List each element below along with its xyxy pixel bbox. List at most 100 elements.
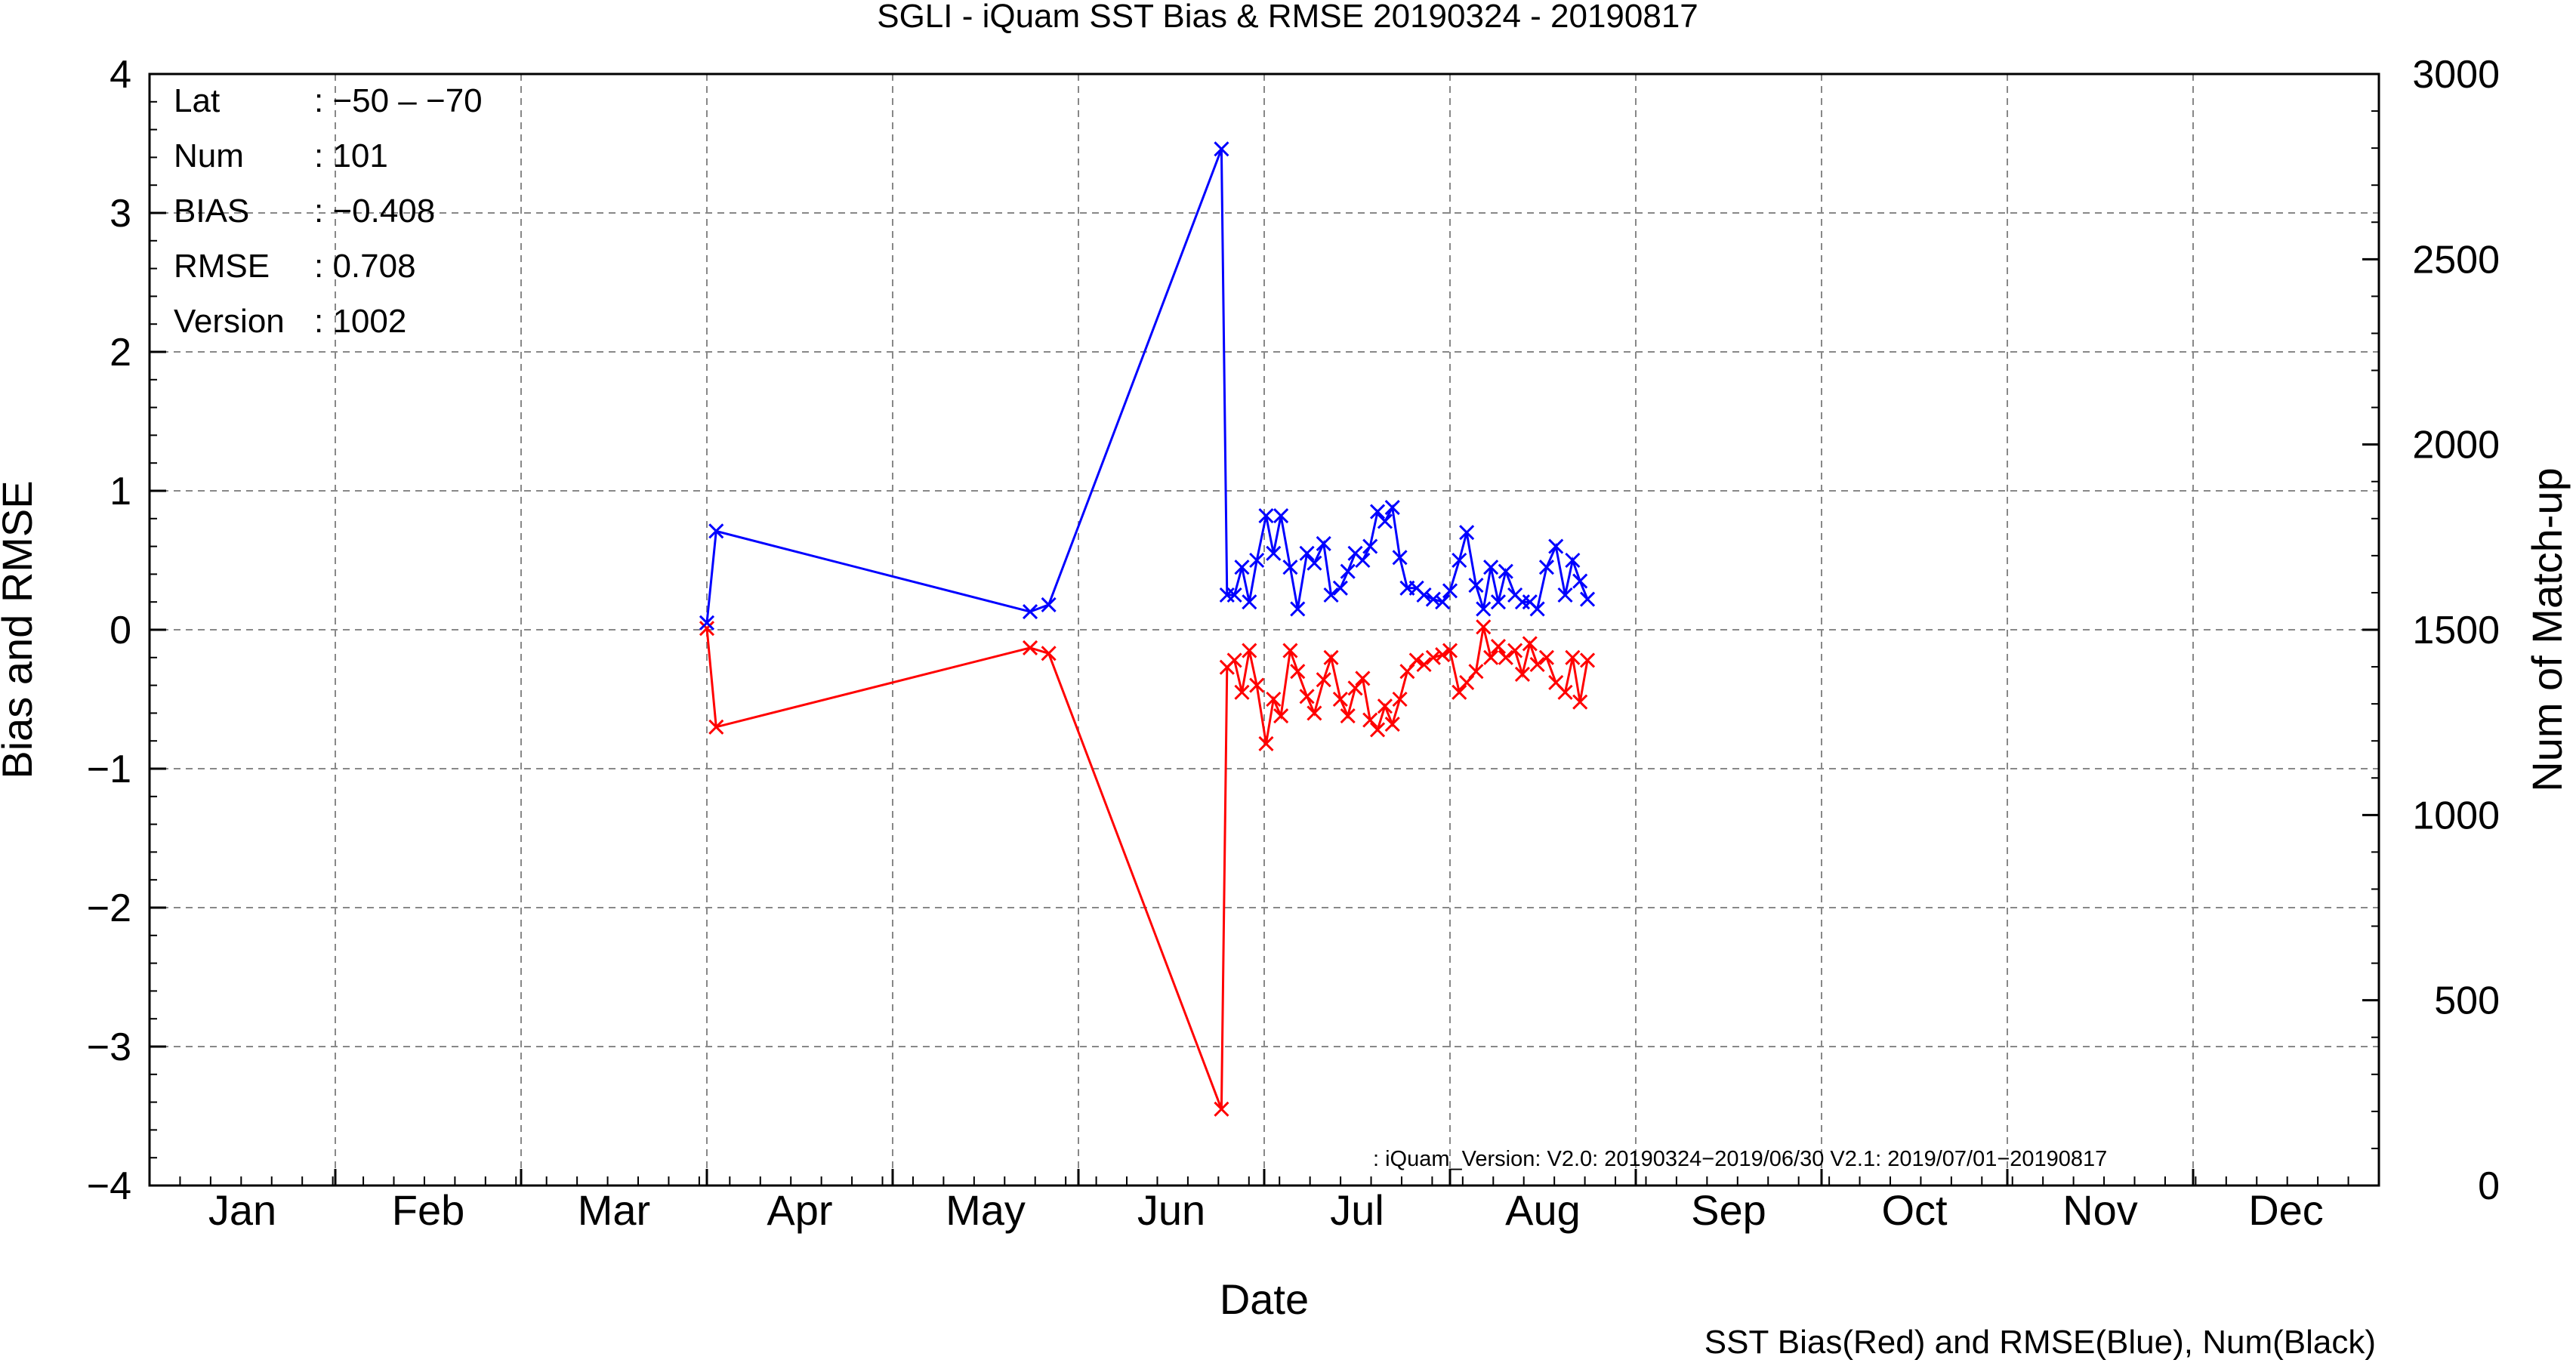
footer-legend-text: SST Bias(Red) and RMSE(Blue), Num(Black) (1704, 1324, 2376, 1361)
data-point-marker (1416, 656, 1432, 673)
data-point-marker (1468, 664, 1484, 680)
y-tick-label: −1 (87, 748, 131, 791)
info-value-lat: : −50 – −70 (314, 82, 483, 119)
data-point-marker (1214, 141, 1229, 157)
data-point-marker (1234, 560, 1250, 575)
info-value-version: : 1002 (314, 303, 406, 340)
data-point-marker (1299, 545, 1315, 561)
y-tick-label: −2 (87, 886, 131, 930)
data-point-marker (1226, 652, 1242, 668)
data-point-marker (1442, 643, 1458, 658)
data-point-marker (1490, 639, 1507, 655)
data-point-marker (1323, 649, 1339, 665)
data-point-marker (1041, 597, 1057, 612)
data-point-marker (1416, 587, 1432, 603)
data-point-marker (1452, 552, 1467, 569)
data-point-marker (1355, 552, 1371, 569)
data-point-marker (1022, 640, 1038, 655)
series-rmse (699, 141, 1596, 631)
data-point-marker (1041, 646, 1057, 661)
data-point-marker (1565, 649, 1581, 665)
data-point-marker (1355, 671, 1371, 686)
series-layer (699, 141, 1596, 1117)
data-point-marker (1340, 563, 1356, 579)
data-point-marker (1347, 680, 1363, 696)
info-value-bias: : −0.408 (314, 193, 435, 230)
data-point-marker (708, 523, 724, 539)
y2-tick-label: 1500 (2412, 609, 2500, 652)
info-label-lat: Lat (174, 82, 220, 119)
data-point-marker (1579, 652, 1596, 668)
data-point-marker (699, 621, 715, 637)
data-point-marker (1557, 587, 1573, 603)
data-point-marker (1242, 594, 1257, 610)
data-point-marker (1498, 563, 1513, 579)
y2-tick-label: 500 (2434, 979, 2500, 1023)
y2-axis-ticks: 0 500 1000 1500 2000 2500 3000 (2362, 53, 2500, 1208)
data-point-marker (1219, 587, 1235, 603)
data-point-marker (1332, 580, 1348, 596)
data-point-marker (1323, 587, 1339, 603)
data-point-marker (1507, 643, 1523, 658)
data-point-marker (1226, 587, 1242, 603)
x-tick-label: Jul (1330, 1186, 1384, 1234)
data-point-marker (1307, 705, 1322, 721)
x-tick-label: Aug (1505, 1186, 1581, 1234)
data-point-marker (1290, 664, 1306, 680)
y-axis-ticks: −4 −3 −2 −1 0 1 2 3 4 (87, 53, 166, 1208)
info-value-rmse: : 0.708 (314, 248, 416, 285)
info-label-bias: BIAS (174, 193, 249, 230)
data-point-marker (1425, 649, 1441, 665)
data-point-marker (1452, 684, 1467, 700)
data-point-marker (1362, 538, 1378, 554)
y-tick-label: −4 (87, 1164, 131, 1208)
data-point-marker (708, 719, 724, 735)
data-point-marker (1266, 691, 1282, 708)
data-point-marker (1307, 555, 1322, 571)
data-point-marker (1362, 712, 1378, 728)
data-point-marker (1579, 591, 1596, 607)
data-point-marker (1490, 594, 1507, 610)
x-tick-label: Feb (392, 1186, 465, 1234)
x-tick-label: Apr (767, 1186, 832, 1234)
info-label-rmse: RMSE (174, 248, 270, 285)
data-point-marker (1258, 508, 1274, 524)
data-point-marker (1273, 508, 1289, 524)
data-point-marker (1273, 708, 1289, 724)
y-tick-label: −3 (87, 1025, 131, 1069)
y2-tick-label: 2500 (2412, 238, 2500, 282)
data-point-marker (1529, 601, 1545, 617)
data-point-marker (1384, 717, 1400, 732)
series-line (705, 626, 1589, 1110)
y-axis-title: Bias and RMSE (0, 480, 41, 779)
data-point-marker (1442, 583, 1458, 599)
grid (150, 74, 2379, 1186)
data-point-marker (1392, 550, 1408, 566)
data-point-marker (1476, 601, 1492, 617)
data-point-marker (1316, 535, 1331, 551)
data-point-marker (1266, 545, 1282, 561)
data-point-marker (1249, 552, 1265, 569)
data-point-marker (1377, 513, 1393, 529)
info-box: Lat: −50 – −70 Num: 101 BIAS: −0.408 RMSE: … (174, 82, 483, 340)
data-point-marker (1476, 619, 1492, 635)
data-point-marker (1468, 578, 1484, 594)
data-point-marker (1557, 684, 1573, 700)
series-line (705, 148, 1589, 623)
x-tick-label: May (946, 1186, 1026, 1234)
data-point-marker (1435, 594, 1451, 610)
data-point-marker (1299, 689, 1315, 705)
data-point-marker (1316, 672, 1331, 688)
data-point-marker (1234, 684, 1250, 700)
series-bias (699, 619, 1596, 1117)
iquam-version-annotation: : iQuam_Version: V2.0: 20190324−2019/06/… (1373, 1147, 2107, 1171)
x-tick-label: Dec (2248, 1186, 2324, 1234)
data-point-marker (1258, 735, 1274, 751)
y2-tick-label: 2000 (2412, 424, 2500, 467)
x-axis-ticks: Jan Feb Mar Apr May Jun Jul Aug Sep Oct Nov Dec (148, 1169, 2324, 1234)
data-point-marker (1332, 691, 1348, 708)
x-tick-label: Nov (2062, 1186, 2138, 1234)
data-point-marker (1514, 666, 1531, 682)
y-tick-label: 0 (110, 609, 131, 652)
data-point-marker (1514, 594, 1531, 610)
